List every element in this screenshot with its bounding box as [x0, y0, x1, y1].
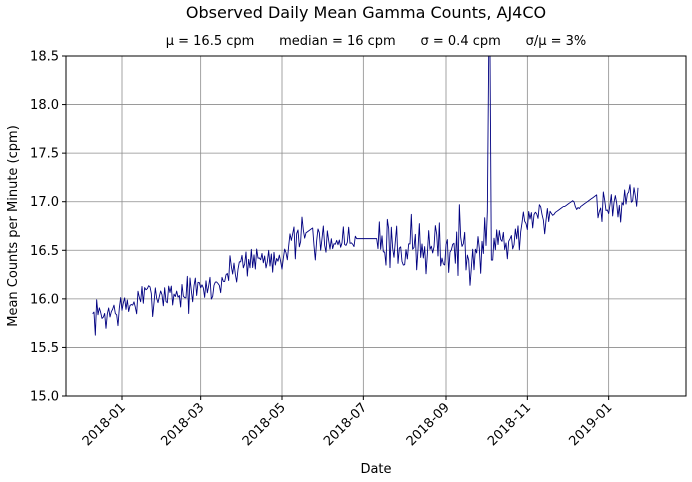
y-tick-label: 15.5	[30, 341, 59, 356]
x-tick-label: 2018-05	[240, 400, 289, 449]
grid-lines	[66, 55, 686, 397]
x-tick-label: 2018-03	[158, 400, 207, 449]
y-tick-label: 16.0	[30, 292, 59, 307]
y-tick-label: 18.0	[30, 98, 59, 113]
y-tick-label: 17.5	[30, 147, 59, 162]
x-tick-label: 2018-01	[80, 400, 129, 449]
x-tick-label: 2018-11	[485, 400, 534, 449]
plot-frame	[65, 55, 687, 397]
chart-subtitle: μ = 16.5 cpm median = 16 cpm σ = 0.4 cpm…	[166, 34, 587, 49]
x-axis-label: Date	[360, 462, 391, 477]
series-line	[92, 55, 639, 336]
data-series	[92, 55, 639, 336]
chart-title: Observed Daily Mean Gamma Counts, AJ4CO	[186, 3, 546, 22]
x-tick-label: 2018-07	[321, 400, 370, 449]
y-tick-label: 16.5	[30, 244, 59, 259]
y-tick-label: 17.0	[30, 195, 59, 210]
y-tick-label: 15.0	[30, 390, 59, 405]
y-tick-label: 18.5	[30, 50, 59, 65]
x-tick-label: 2018-09	[404, 400, 453, 449]
y-axis-label: Mean Counts per Minute (cpm)	[6, 125, 21, 327]
x-tick-label: 2019-01	[566, 400, 615, 449]
